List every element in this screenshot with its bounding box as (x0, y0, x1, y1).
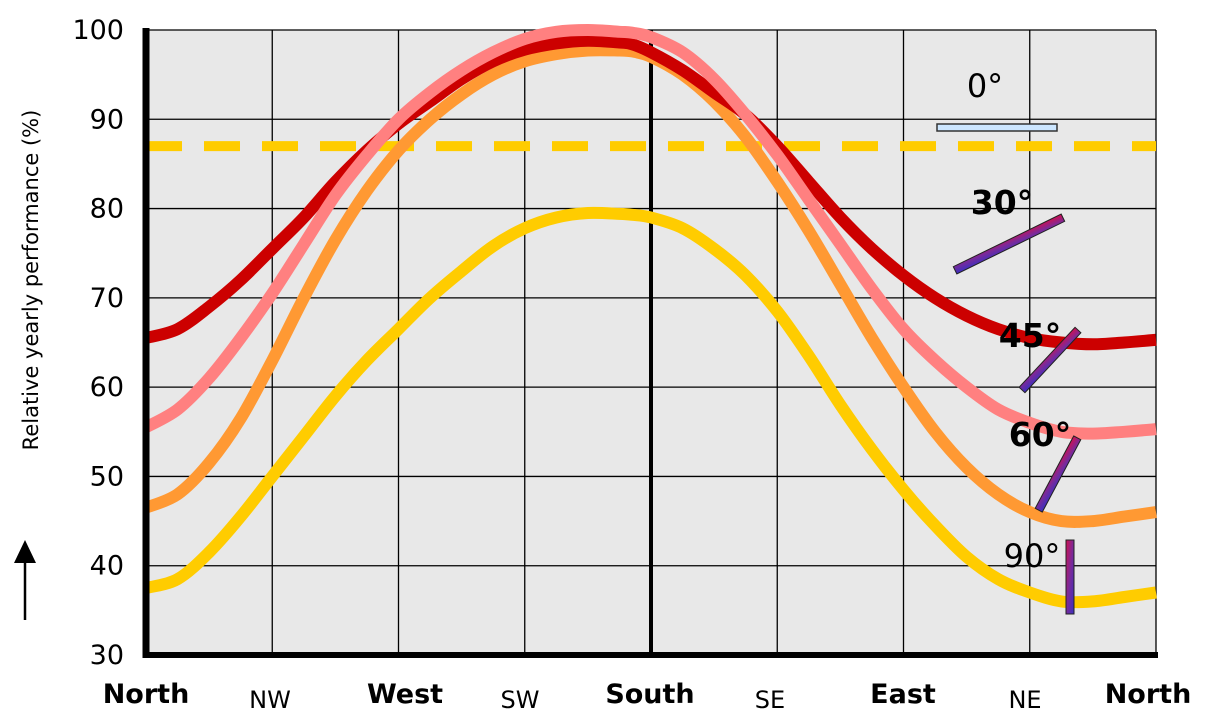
y-tick-labels: 30 40 50 60 70 80 90 100 (72, 15, 124, 671)
y-tick-label: 80 (90, 194, 124, 225)
tilt-label: 90° (1004, 537, 1061, 575)
y-axis-label: Relative yearly performance (%) (19, 110, 43, 451)
axes (142, 28, 1158, 658)
panel-60-icon (1034, 435, 1082, 513)
tilt-annotations: 0° 30° 45° 60° 90° (967, 67, 1071, 575)
x-tick-label: West (367, 679, 443, 710)
tilt-label: 45° (999, 316, 1061, 355)
x-tick-label: South (605, 679, 694, 710)
series-line-1 (144, 34, 1157, 351)
series-line-0 (143, 24, 1157, 440)
tilt-panel-icons (936, 123, 1082, 615)
flat-panel-icon (936, 123, 1058, 132)
tilt-label: 0° (967, 67, 1003, 105)
y-tick-label: 90 (90, 104, 124, 135)
series-line-3 (144, 206, 1157, 609)
x-tick-label: NW (249, 686, 291, 710)
tilt-label: 30° (971, 183, 1033, 222)
x-tick-label: SW (501, 686, 540, 710)
tilt-label: 60° (1009, 415, 1071, 454)
up-arrow-icon (14, 540, 36, 620)
x-tick-label: North (1105, 679, 1192, 710)
y-tick-label: 40 (90, 551, 124, 582)
series-lines (143, 24, 1157, 609)
panel-90-icon (1065, 539, 1075, 615)
x-tick-labels: North NW West SW South SE East NE North (103, 679, 1192, 710)
x-tick-label: SE (755, 686, 785, 710)
x-tick-label: North (103, 679, 190, 710)
y-axis-label-group: Relative yearly performance (%) (19, 110, 43, 451)
y-tick-label: 60 (90, 372, 124, 403)
y-tick-label: 100 (72, 15, 124, 46)
panel-45-icon (1018, 326, 1082, 394)
x-tick-label: NE (1008, 686, 1041, 710)
x-tick-label: East (870, 679, 936, 710)
panel-30-icon (952, 213, 1066, 275)
y-tick-label: 50 (90, 461, 124, 492)
y-tick-label: 70 (90, 283, 124, 314)
y-tick-label: 30 (90, 640, 124, 671)
